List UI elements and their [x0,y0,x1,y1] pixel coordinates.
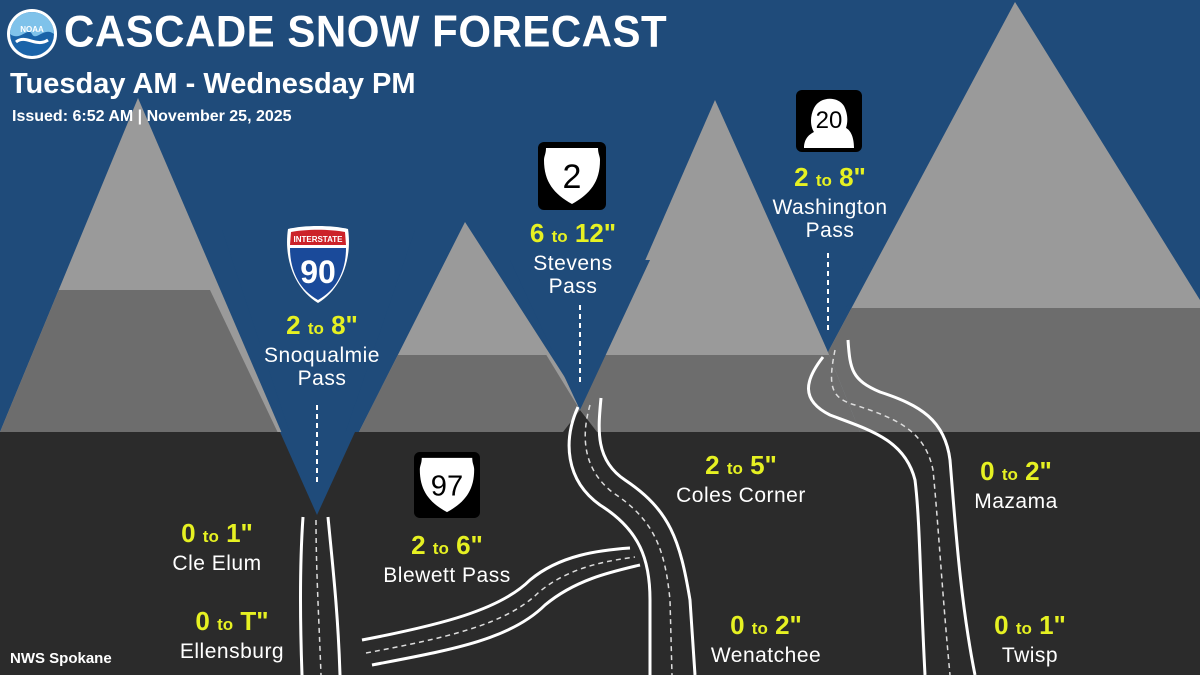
us-97-number: 97 [431,471,463,503]
forecast-stevens-pass: 6 to 12" Stevens Pass [530,218,616,298]
forecast-washington-pass: 2 to 8" Washington Pass [772,162,887,242]
pass-markers [316,253,829,485]
interstate-banner: INTERSTATE [293,235,343,244]
interstate-90-shield-icon: INTERSTATE 90 [287,226,349,303]
road-centerlines [315,349,951,675]
snow-amount: 2 to 6" [411,530,483,560]
issuing-office: NWS Spokane [10,650,112,667]
snow-amount: 0 to 2" [980,456,1052,486]
mountain-central [580,100,860,432]
place-name-line2: Pass [297,367,347,390]
place-name: Snoqualmie [264,344,380,367]
forecast-twisp: 0 to 1" Twisp [994,610,1066,667]
forecast-wenatchee: 0 to 2" Wenatchee [711,610,821,667]
forecast-snoqualmie-pass: 2 to 8" Snoqualmie Pass [264,310,380,390]
sr-20-shield-icon: 20 [796,90,862,152]
place-name: Ellensburg [179,640,285,663]
mountain-east [828,2,1200,432]
roads [299,339,977,675]
noaa-logo-text: NOAA [20,25,44,34]
sr-20-number: 20 [816,107,843,134]
forecast-cle-elum: 0 to 1" Cle Elum [172,518,261,575]
place-name: Cle Elum [172,552,262,575]
pass-notch-snoqualmie [222,230,415,515]
us-97-shield-icon: 97 [414,452,480,518]
issued-time: Issued: 6:52 AM | November 25, 2025 [12,108,292,125]
forecast-mazama: 0 to 2" Mazama [974,456,1058,513]
interstate-number: 90 [300,254,336,290]
place-name: Coles Corner [676,484,806,507]
place-name: Mazama [974,490,1058,513]
place-name: Blewett Pass [383,564,511,587]
place-name: Stevens [533,252,613,275]
road-i90-west-edge [299,516,305,675]
snow-amount: 0 to T" [195,606,269,636]
pass-notch-washington [790,260,866,352]
page-title: CASCADE SNOW FORECAST [64,6,668,57]
us-2-number: 2 [563,158,582,196]
snow-amount: 2 to 8" [286,310,358,340]
snow-amount: 0 to 1" [181,518,253,548]
place-name: Washington [772,196,888,219]
forecast-coles-corner: 2 to 5" Coles Corner [676,450,806,507]
forecast-period: Tuesday AM - Wednesday PM [10,68,416,100]
snow-amount: 2 to 8" [794,162,866,192]
place-name-line2: Pass [548,275,598,298]
place-name: Wenatchee [710,644,822,667]
noaa-logo: NOAA [7,9,57,59]
place-name: Twisp [1001,644,1059,667]
snow-amount: 0 to 1" [994,610,1066,640]
forecast-blewett-pass: 2 to 6" Blewett Pass [383,530,510,587]
forecast-ellensburg: 0 to T" Ellensburg [180,606,284,663]
pass-notch-snoqualmie-tip [280,432,355,515]
snow-amount: 2 to 5" [705,450,777,480]
snow-amount: 0 to 2" [730,610,802,640]
place-name-line2: Pass [805,219,855,242]
snow-amount: 6 to 12" [529,218,617,248]
us-2-shield-icon: 2 [538,142,606,210]
